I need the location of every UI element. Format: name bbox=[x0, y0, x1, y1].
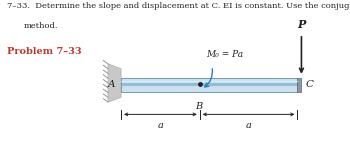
Text: C: C bbox=[306, 80, 314, 89]
Bar bbox=[121, 81, 298, 83]
Polygon shape bbox=[108, 64, 121, 102]
Bar bbox=[121, 87, 298, 88]
Bar bbox=[121, 83, 298, 84]
Text: P: P bbox=[297, 19, 306, 30]
Bar bbox=[121, 89, 298, 91]
Bar bbox=[121, 91, 298, 92]
Bar bbox=[121, 88, 298, 89]
Text: A: A bbox=[107, 80, 115, 89]
Text: 7–33.  Determine the slope and displacement at C. EI is constant. Use the conjug: 7–33. Determine the slope and displaceme… bbox=[7, 2, 350, 10]
Text: M₀ = Pa: M₀ = Pa bbox=[206, 50, 244, 59]
Bar bbox=[121, 80, 298, 81]
Text: a: a bbox=[246, 121, 252, 130]
Bar bbox=[121, 85, 298, 86]
FancyArrowPatch shape bbox=[205, 69, 212, 87]
Bar bbox=[121, 86, 298, 87]
Text: a: a bbox=[158, 121, 163, 130]
Bar bbox=[121, 84, 298, 85]
Text: Problem 7–33: Problem 7–33 bbox=[7, 46, 82, 55]
Text: method.: method. bbox=[24, 22, 58, 31]
Bar bbox=[121, 79, 298, 80]
Text: B: B bbox=[195, 102, 202, 111]
Bar bbox=[298, 78, 301, 92]
Bar bbox=[121, 78, 298, 79]
Bar bbox=[121, 78, 298, 92]
